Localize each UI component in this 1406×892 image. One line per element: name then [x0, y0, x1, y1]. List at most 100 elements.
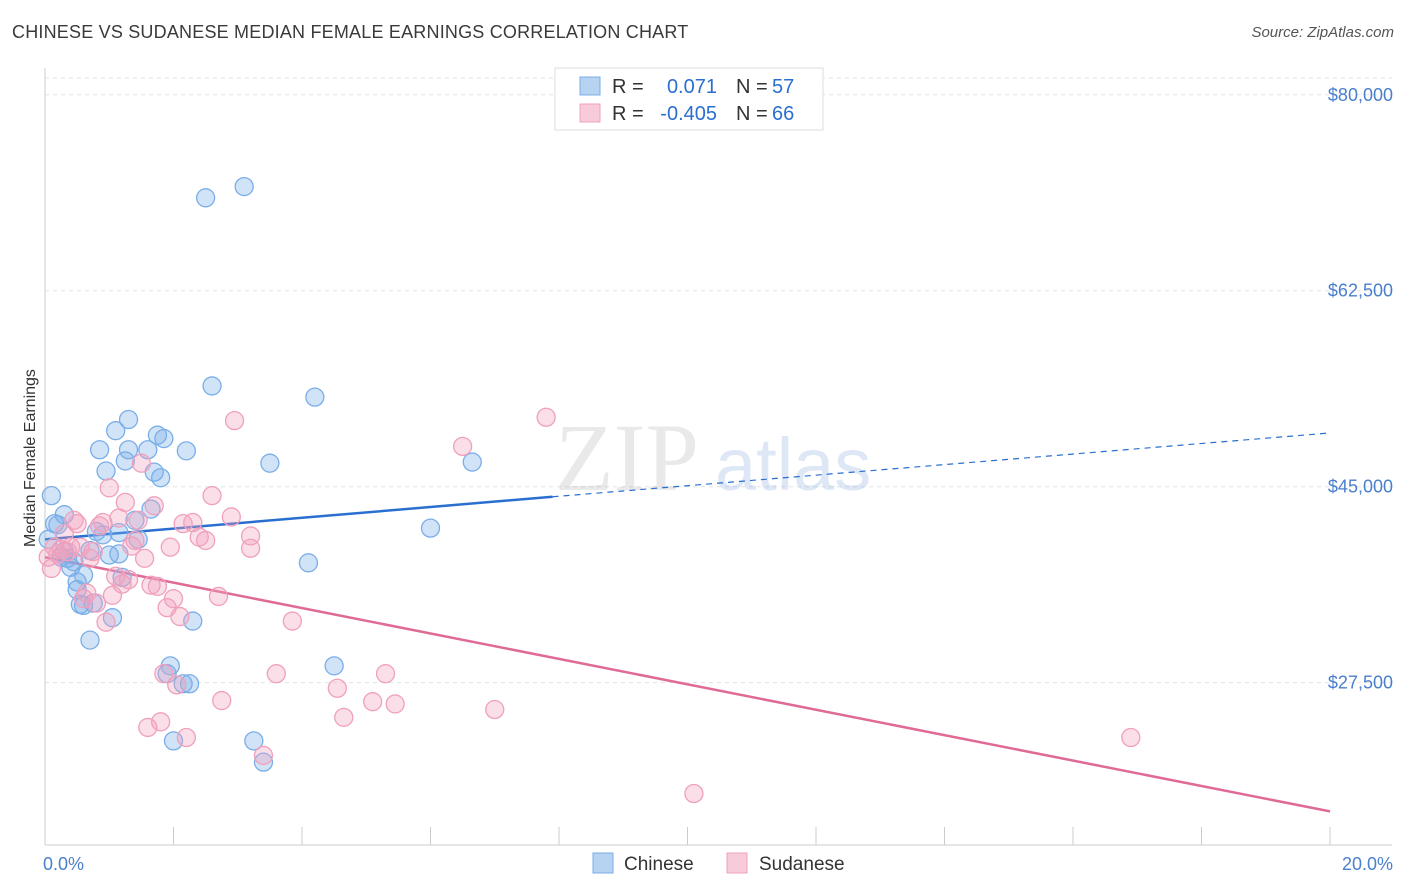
legend-n-value: 66: [772, 103, 794, 125]
gridlines: [45, 77, 1392, 684]
trend-line-chinese: [44, 495, 553, 541]
watermark: ZIP atlas: [555, 404, 871, 511]
point-sudanese: [282, 611, 303, 631]
point-chinese: [80, 630, 100, 650]
chart-source: Source: ZipAtlas.com: [1251, 24, 1394, 41]
point-chinese: [253, 752, 274, 772]
point-chinese: [298, 553, 319, 573]
legend-r-label: R =: [612, 103, 644, 125]
point-sudanese: [160, 537, 180, 557]
watermark-zip: ZIP: [555, 404, 699, 511]
point-chinese: [173, 674, 193, 694]
legend-r-value: -0.405: [660, 103, 717, 125]
point-chinese: [150, 468, 171, 488]
point-sudanese: [334, 707, 354, 728]
point-sudanese: [363, 692, 383, 712]
point-sudanese: [134, 548, 155, 569]
point-sudanese: [240, 526, 261, 546]
point-chinese: [195, 188, 216, 208]
axes: $80,000 $62,500 $45,000 $27,500 0.0% 20.0%: [43, 68, 1393, 874]
point-sudanese: [89, 516, 110, 536]
bottom-legend-label-chinese: Chinese: [624, 854, 694, 875]
legend-n-label: N =: [736, 76, 768, 98]
point-sudanese: [96, 612, 116, 632]
point-sudanese: [212, 690, 232, 711]
point-sudanese: [385, 694, 405, 714]
x-tick-label-max: 20.0%: [1342, 854, 1393, 874]
point-chinese: [176, 441, 197, 461]
point-sudanese: [195, 530, 216, 551]
point-chinese: [141, 499, 161, 519]
trend-line-sudanese: [44, 556, 1331, 813]
point-sudanese: [131, 453, 152, 473]
point-chinese: [89, 440, 110, 460]
point-sudanese: [128, 510, 148, 530]
point-sudanese: [173, 513, 193, 534]
point-sudanese: [684, 783, 704, 804]
point-sudanese: [202, 486, 222, 506]
y-tick-label: $80,000: [1328, 85, 1393, 105]
legend-swatch-chinese: [579, 76, 601, 96]
point-sudanese: [144, 496, 164, 516]
point-sudanese: [327, 678, 347, 698]
point-sudanese: [77, 583, 97, 603]
point-chinese: [420, 518, 441, 538]
point-chinese: [99, 545, 119, 565]
y-tick-label: $45,000: [1328, 477, 1393, 497]
point-sudanese: [64, 510, 84, 530]
point-chinese: [160, 656, 180, 676]
y-tick-label: $62,500: [1328, 281, 1393, 301]
point-chinese: [202, 376, 222, 396]
point-sudanese: [122, 536, 142, 556]
point-chinese: [115, 451, 135, 471]
y-axis-label: Median Female Earnings: [22, 369, 39, 547]
legend-n-value: 57: [772, 76, 794, 98]
point-chinese: [260, 453, 280, 473]
point-sudanese: [253, 745, 274, 766]
point-sudanese: [266, 664, 286, 684]
point-sudanese: [93, 512, 113, 533]
point-chinese: [41, 486, 62, 506]
point-sudanese: [176, 727, 197, 748]
point-chinese: [234, 176, 254, 197]
bottom-legend: Chinese Sudanese: [592, 852, 845, 875]
point-chinese: [305, 387, 325, 407]
legend-box: R = 0.071 N = 57 R = -0.405 N = 66: [554, 67, 824, 131]
point-sudanese: [154, 664, 174, 684]
point-sudanese: [147, 576, 168, 596]
point-chinese: [106, 421, 126, 441]
point-sudanese: [141, 575, 161, 595]
point-sudanese: [170, 606, 190, 627]
point-sudanese: [208, 586, 229, 607]
point-sudanese: [167, 675, 187, 695]
point-chinese: [244, 731, 264, 751]
point-chinese: [118, 409, 139, 430]
bottom-legend-swatch-sudanese: [726, 852, 748, 874]
point-sudanese: [1121, 727, 1141, 748]
point-sudanese: [221, 507, 241, 527]
point-sudanese: [83, 541, 103, 562]
legend-r-label: R =: [612, 76, 644, 98]
chart-title: CHINESE VS SUDANESE MEDIAN FEMALE EARNIN…: [12, 22, 689, 42]
point-sudanese: [163, 589, 184, 609]
data-points: [38, 176, 1141, 804]
point-sudanese: [86, 593, 107, 613]
point-chinese: [96, 461, 116, 481]
point-sudanese: [67, 513, 87, 534]
point-chinese: [73, 565, 94, 585]
point-sudanese: [452, 436, 473, 457]
trend-lines: [44, 432, 1331, 813]
legend-swatch-sudanese: [579, 103, 601, 123]
point-sudanese: [224, 410, 245, 431]
point-sudanese: [125, 530, 145, 551]
trend-line-extension-chinese: [552, 432, 1331, 498]
point-sudanese: [150, 712, 171, 732]
legend-n-label: N =: [736, 103, 768, 125]
point-chinese: [118, 440, 139, 460]
x-tick-label-min: 0.0%: [43, 854, 84, 874]
point-sudanese: [118, 569, 139, 590]
point-chinese: [154, 428, 174, 449]
watermark-atlas: atlas: [715, 423, 871, 506]
legend-r-value: 0.071: [667, 76, 717, 98]
